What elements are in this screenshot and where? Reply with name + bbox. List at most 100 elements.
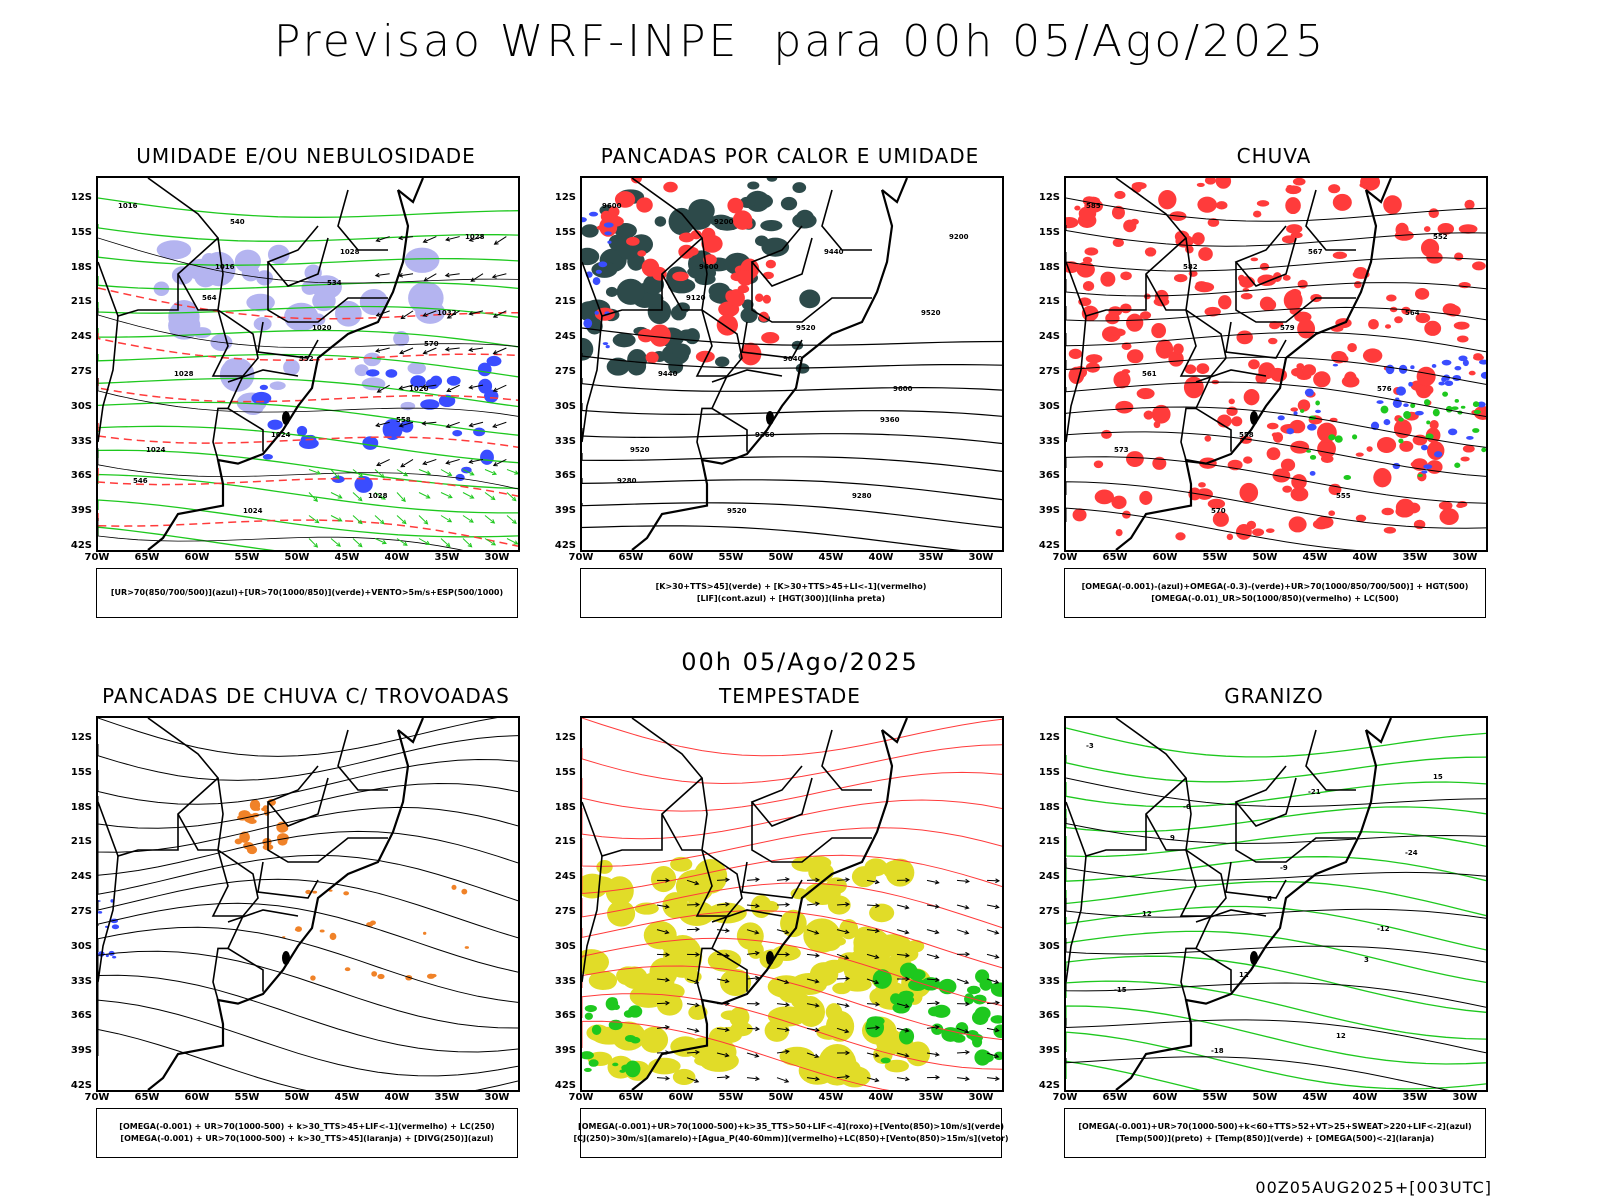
instability-area	[747, 181, 760, 190]
rain-area	[1139, 311, 1152, 320]
rain-area	[1158, 189, 1177, 210]
rain-area	[1312, 519, 1330, 530]
rain-area	[1414, 287, 1430, 300]
jet-stream-area	[694, 1055, 715, 1066]
forecast-stamp: 00Z05AUG2025+[003UTC]	[1255, 1178, 1492, 1197]
latitude-tick: 39S	[554, 505, 576, 517]
longitude-tick: 60W	[1152, 552, 1178, 563]
wind-area	[966, 985, 981, 995]
humidity-area	[408, 281, 444, 315]
omega-area	[1306, 450, 1312, 453]
rain-area	[1438, 501, 1453, 511]
longitude-tick: 40W	[868, 552, 894, 563]
legend-box: [OMEGA(-0.001) + UR>70(1000-500) + k>30_…	[96, 1108, 518, 1158]
wind-vector	[396, 492, 406, 503]
legend-box: [OMEGA(-0.001)-(azul)+OMEGA(-0.3)-(verde…	[1064, 568, 1486, 618]
omega-area	[1420, 444, 1429, 451]
longitude-tick: 55W	[1202, 1092, 1228, 1103]
instability-area	[647, 299, 672, 325]
rain-area	[1152, 456, 1167, 470]
instability-area	[740, 342, 762, 366]
wind-vector	[399, 347, 414, 355]
wind-vector	[462, 492, 475, 499]
temperature-500-contour	[1066, 978, 1486, 1008]
contour-label: -18	[1211, 1047, 1224, 1055]
omega-area	[1462, 359, 1469, 367]
border-line	[212, 947, 228, 1001]
rain-area	[1207, 218, 1220, 227]
rain-area	[1066, 216, 1079, 229]
rain-area	[1464, 199, 1475, 210]
thunderstorm-area	[343, 891, 350, 896]
weather-map: -3 -6 -9 -12 -15 -18 -21 -24 12 12 12 15 9 6 3	[1066, 718, 1486, 1090]
rain-area	[1269, 367, 1286, 379]
wind-vector	[418, 538, 431, 545]
omega-area	[1477, 401, 1486, 408]
omega-area	[1315, 409, 1321, 414]
wind-vector	[330, 515, 343, 522]
longitude-tick: 35W	[1402, 552, 1428, 563]
wind-vector	[866, 903, 881, 908]
longitude-tick: 60W	[1152, 1092, 1178, 1103]
rain-area	[1139, 490, 1153, 505]
latitude-tick: 42S	[554, 1080, 576, 1091]
lagoon-shape	[766, 411, 774, 425]
rain-area	[1395, 498, 1415, 517]
latitude-tick: 12S	[1038, 192, 1060, 203]
wind-area	[932, 1004, 951, 1018]
contour-label: 570	[1211, 507, 1226, 515]
temperature-500-contour	[1066, 898, 1486, 919]
coastline	[1365, 718, 1393, 744]
contour-label: 12	[1336, 1032, 1346, 1040]
latitude-tick: 15S	[70, 226, 92, 238]
wind-vector	[440, 515, 453, 523]
longitude-tick: 30W	[484, 552, 510, 563]
border-line	[1066, 315, 1087, 443]
humidity-area	[168, 300, 200, 334]
omega-area	[1423, 399, 1431, 406]
rain-area	[1427, 441, 1445, 461]
rain-area	[1269, 321, 1281, 330]
border-line	[147, 718, 220, 851]
rain-area	[1320, 454, 1334, 463]
jet-stream-area	[843, 950, 876, 986]
rain-area	[1168, 350, 1184, 367]
temperature-500-contour	[1066, 818, 1486, 844]
contour-label: 561	[1142, 370, 1157, 378]
contour-label: 552	[299, 355, 314, 363]
humidity-area	[420, 399, 440, 410]
wind-vector	[986, 1076, 1000, 1081]
border-line	[741, 321, 803, 359]
contour-label: 1028	[368, 492, 388, 500]
height-contour	[582, 453, 1002, 472]
contour-label: 12	[1239, 971, 1249, 979]
thunderstorm-area	[371, 971, 378, 977]
contour-label: 9600	[699, 263, 719, 271]
wind-vector	[746, 877, 760, 882]
latitude-tick: 12S	[554, 192, 576, 203]
wind-vector	[806, 978, 820, 984]
rain-area	[1072, 508, 1087, 522]
wind-vector	[446, 384, 460, 393]
wind-area	[952, 1034, 966, 1043]
wind-vector	[374, 492, 386, 500]
instability-area	[701, 234, 723, 253]
jet-stream-area	[650, 866, 677, 893]
thunderstorm-area	[255, 807, 261, 811]
border-line	[98, 855, 119, 983]
latitude-tick: 39S	[70, 1045, 92, 1057]
humidity-area	[393, 331, 410, 347]
latitude-tick: 24S	[1038, 871, 1060, 883]
wind-vector	[484, 515, 496, 524]
humidity-contour	[98, 499, 518, 538]
rain-area	[1130, 218, 1139, 225]
height-contour	[582, 502, 1002, 529]
wind-vector	[422, 347, 437, 355]
omega-area	[1444, 380, 1454, 387]
thunderstorm-area	[464, 946, 470, 949]
latitude-tick: 12S	[70, 732, 92, 743]
thunderstorm-area	[239, 831, 250, 843]
coastline	[1115, 729, 1378, 1090]
border-line	[217, 237, 264, 452]
omega-area	[1332, 363, 1339, 367]
